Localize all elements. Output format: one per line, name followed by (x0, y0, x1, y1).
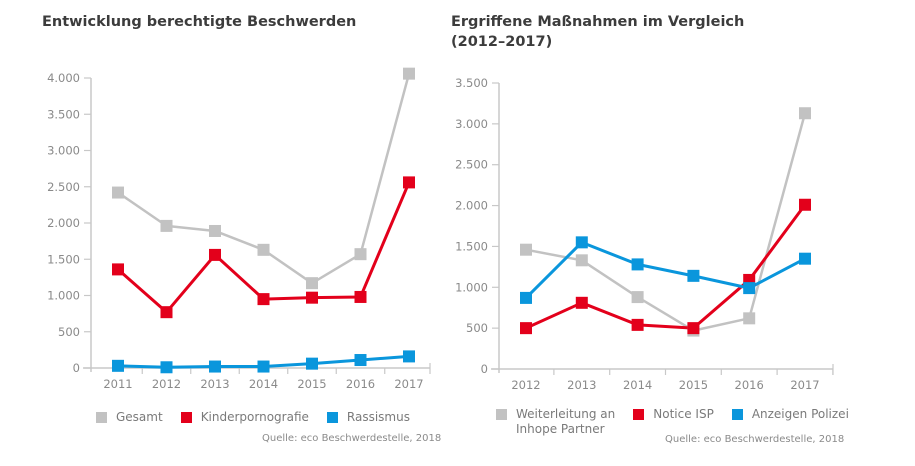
chart2-legend: Weiterleitung an Inhope Partner Notice I… (496, 407, 867, 437)
chart1-series-0-point (112, 186, 124, 199)
chart1-y-tick-label: 0 (73, 361, 80, 375)
legend-label-line2: Inhope Partner (516, 422, 605, 436)
chart2-y-tick-label: 2.000 (455, 199, 488, 213)
legend-item-notice-isp: Notice ISP (633, 407, 714, 421)
chart2-series-2-point (631, 258, 644, 271)
chart1-y-tick-label: 3.500 (47, 107, 80, 121)
chart1-series-1-point (112, 263, 124, 276)
chart1-x-tick-label: 2012 (152, 377, 181, 391)
chart1-y-tick-label: 1.500 (47, 252, 80, 266)
chart1-series-2-point (354, 354, 367, 367)
chart1-y-tick-label: 2.500 (47, 180, 80, 194)
chart1-y-tick-label: 2.000 (47, 216, 80, 230)
chart2-x-tick-label: 2014 (623, 378, 652, 392)
chart1-source: Quelle: eco Beschwerdestelle, 2018 (262, 433, 442, 444)
chart1-series-0-point (257, 243, 270, 256)
chart2-series-line-2 (524, 240, 806, 299)
legend-item-kinderpornografie: Kinderpornografie (180, 410, 309, 424)
chart1-series-2-point (209, 360, 221, 373)
legend-label: Notice ISP (653, 407, 714, 421)
chart2-x-tick-label: 2016 (735, 378, 764, 392)
chart2-series-0-point (743, 312, 756, 325)
chart1-series-1-point (257, 293, 270, 306)
chart2-series-0-point (520, 243, 532, 256)
legend-label: Kinderpornografie (200, 410, 309, 424)
legend-swatch-anzeigen-polizei (731, 409, 743, 420)
chart2-series-2-point (743, 282, 756, 295)
chart1-x-tick-label: 2016 (346, 377, 375, 391)
chart1-y-tick-label: 3.000 (47, 144, 80, 158)
chart2-x-tick-label: 2015 (679, 378, 708, 392)
legend-item-weiterleitung: Weiterleitung an Inhope Partner (496, 407, 615, 437)
chart2-series-2-point (575, 236, 588, 249)
chart2-title-line2: (2012–2017) (451, 34, 553, 50)
chart2-x-tick-label: 2013 (567, 378, 596, 392)
legend-item-gesamt: Gesamt (96, 410, 163, 424)
chart2-y-tick-label: 3.500 (455, 76, 488, 90)
chart1-series-0-point (209, 224, 221, 237)
chart2-y-tick-label: 500 (466, 321, 488, 335)
chart2-title: Ergriffene Maßnahmen im Vergleich (2012–… (451, 12, 791, 52)
chart1-legend: Gesamt Kinderpornografie Rassismus (96, 410, 428, 424)
chart1-series-0-point (160, 219, 173, 232)
legend-label: Weiterleitung an Inhope Partner (516, 407, 615, 437)
chart1-series-0-point (306, 277, 318, 290)
chart1-series-1-point (354, 290, 367, 303)
chart1-series-1-point (209, 248, 221, 261)
chart2-series-2-point (520, 291, 532, 304)
chart2-series-1-point (687, 322, 700, 335)
legend-swatch-rassismus (326, 412, 338, 423)
chart1-y-tick-label: 1.000 (47, 289, 80, 303)
chart1-y-tick-label: 4.000 (47, 71, 80, 85)
chart1-x-tick-label: 2017 (394, 377, 423, 391)
chart1-series-2-point (112, 359, 124, 372)
chart2-y-tick-label: 1.500 (455, 239, 488, 253)
chart1-series-0-point (354, 248, 367, 261)
chart2-series-0-point (575, 254, 588, 267)
legend-swatch-notice-isp (633, 409, 645, 420)
chart1-x-tick-label: 2014 (249, 377, 278, 391)
chart1-series-2-point (403, 350, 415, 363)
chart1-series-1-point (403, 176, 415, 189)
legend-swatch-weiterleitung (496, 409, 507, 420)
chart2-series-1-point (575, 296, 588, 309)
legend-item-rassismus: Rassismus (326, 410, 410, 424)
legend-label: Anzeigen Polizei (751, 407, 849, 421)
chart2-series-0-point (799, 107, 811, 120)
chart2-series-line-1 (525, 203, 807, 330)
chart1-y-tick-label: 500 (58, 325, 80, 339)
chart2-series-1-point (799, 198, 811, 211)
chart2-series-1-point (631, 318, 644, 331)
legend-swatch-gesamt (96, 412, 107, 423)
chart2-title-line1: Ergriffene Maßnahmen im Vergleich (451, 14, 745, 30)
chart1-x-tick-label: 2013 (200, 377, 229, 391)
chart1-title: Entwicklung berechtigte Beschwerden (42, 14, 357, 30)
chart1-series-2-point (306, 357, 318, 370)
legend-item-anzeigen-polizei: Anzeigen Polizei (731, 407, 849, 421)
chart2-y-tick-label: 2.500 (455, 158, 488, 172)
chart2-series-0-point (631, 291, 644, 304)
chart2-y-tick-label: 0 (481, 362, 488, 376)
chart2-series-2-point (799, 252, 811, 265)
chart2-series-1-point (520, 322, 532, 335)
legend-swatch-kinderpornografie (180, 412, 192, 423)
chart1-x-tick-label: 2015 (297, 377, 326, 391)
chart1-series-1-point (160, 306, 173, 319)
chart1-series-2-point (160, 361, 173, 374)
chart2-x-tick-label: 2017 (790, 378, 819, 392)
chart2-series-line-0 (525, 112, 807, 332)
chart2-y-tick-label: 3.000 (455, 117, 488, 131)
chart1-series-2-point (257, 360, 270, 373)
legend-label: Rassismus (346, 410, 410, 424)
chart2-x-tick-label: 2012 (511, 378, 540, 392)
legend-label-line1: Weiterleitung an (516, 407, 616, 421)
chart1-series-0-point (403, 67, 415, 80)
chart1-series-1-point (306, 291, 318, 304)
legend-label: Gesamt (116, 410, 163, 424)
chart2-series-2-point (687, 269, 700, 282)
chart2-y-tick-label: 1.000 (455, 280, 488, 294)
chart1-x-tick-label: 2011 (103, 377, 132, 391)
chart2-source: Quelle: eco Beschwerdestelle, 2018 (665, 434, 845, 445)
